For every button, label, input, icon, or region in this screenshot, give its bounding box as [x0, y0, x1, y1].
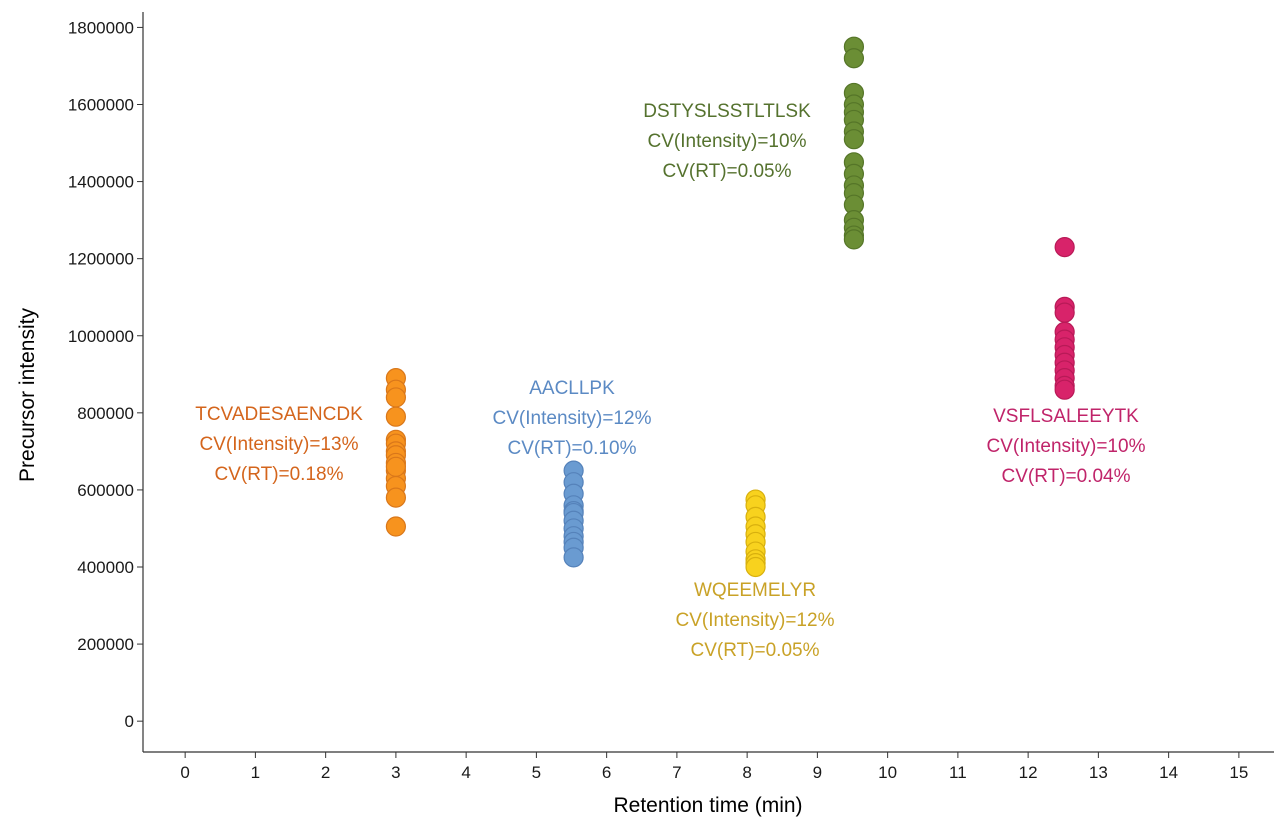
series-annotation-line: CV(RT)=0.10%	[507, 438, 636, 459]
x-tick-label: 2	[321, 763, 330, 782]
y-tick-label: 1800000	[68, 18, 134, 37]
y-axis-ticks: 0 200000 400000 600000 800000 1000000 1200000 1…	[68, 18, 143, 731]
x-tick-label: 0	[180, 763, 189, 782]
series-annotation-line: CV(Intensity)=13%	[200, 434, 359, 455]
x-tick-label: 9	[813, 763, 822, 782]
x-tick-label: 8	[742, 763, 751, 782]
series-annotation-line: CV(RT)=0.05%	[690, 640, 819, 661]
data-point	[843, 48, 865, 69]
data-points	[385, 36, 1075, 578]
series-annotation-line: CV(RT)=0.18%	[214, 464, 343, 485]
data-point	[745, 556, 766, 578]
y-tick-label: 1400000	[68, 173, 134, 192]
series-annotation-line: VSFLSALEEYTK	[993, 406, 1139, 427]
x-tick-label: 1	[251, 763, 260, 782]
series-annotation-line: TCVADESAENCDK	[195, 404, 363, 425]
x-tick-label: 6	[602, 763, 611, 782]
data-point	[385, 456, 406, 477]
x-tick-label: 10	[878, 763, 897, 782]
y-tick-label: 1200000	[68, 250, 134, 269]
axes	[142, 12, 1274, 753]
x-tick-label: 7	[672, 763, 681, 782]
y-tick-label: 0	[125, 712, 134, 731]
x-tick-label: 5	[532, 763, 541, 782]
series-annotation-line: CV(RT)=0.05%	[662, 161, 791, 182]
x-tick-label: 3	[391, 763, 400, 782]
data-point	[1054, 237, 1075, 258]
data-point	[843, 129, 865, 150]
data-point	[563, 547, 584, 568]
y-axis-title: Precursor intensity	[16, 308, 39, 482]
data-point	[385, 487, 406, 508]
y-tick-label: 1600000	[68, 96, 134, 115]
series-annotation-line: CV(Intensity)=12%	[493, 408, 652, 429]
x-tick-label: 11	[949, 763, 967, 782]
data-point	[843, 229, 865, 250]
data-point	[385, 406, 406, 427]
x-axis-title: Retention time (min)	[613, 794, 802, 817]
data-point	[385, 387, 406, 408]
y-tick-label: 400000	[77, 558, 134, 577]
series-annotation-line: DSTYSLSSTLTLSK	[643, 101, 811, 122]
series-annotation-line: CV(Intensity)=10%	[648, 131, 807, 152]
x-tick-label: 13	[1089, 763, 1108, 782]
x-tick-label: 15	[1229, 763, 1248, 782]
x-axis-ticks: 0 1 2 3 4 5 6 7 8 9 10 11 12 13 14 15	[180, 752, 1248, 782]
annotations: TCVADESAENCDK CV(Intensity)=13% CV(RT)=0.1…	[195, 101, 1145, 661]
x-tick-label: 4	[461, 763, 470, 782]
data-point	[1054, 379, 1075, 400]
y-tick-label: 1000000	[68, 327, 134, 346]
x-tick-label: 12	[1019, 763, 1038, 782]
series-annotation-line: CV(Intensity)=10%	[987, 436, 1146, 457]
x-tick-label: 14	[1159, 763, 1178, 782]
series-annotation-line: CV(Intensity)=12%	[676, 610, 835, 631]
series-annotation-line: AACLLPK	[529, 378, 615, 399]
series-annotation-line: WQEEMELYR	[694, 580, 816, 601]
data-point	[1054, 302, 1075, 323]
series-annotation-line: CV(RT)=0.04%	[1001, 466, 1130, 487]
y-tick-label: 200000	[77, 635, 134, 654]
data-point	[385, 516, 406, 537]
y-tick-label: 800000	[77, 404, 134, 423]
y-tick-label: 600000	[77, 481, 134, 500]
